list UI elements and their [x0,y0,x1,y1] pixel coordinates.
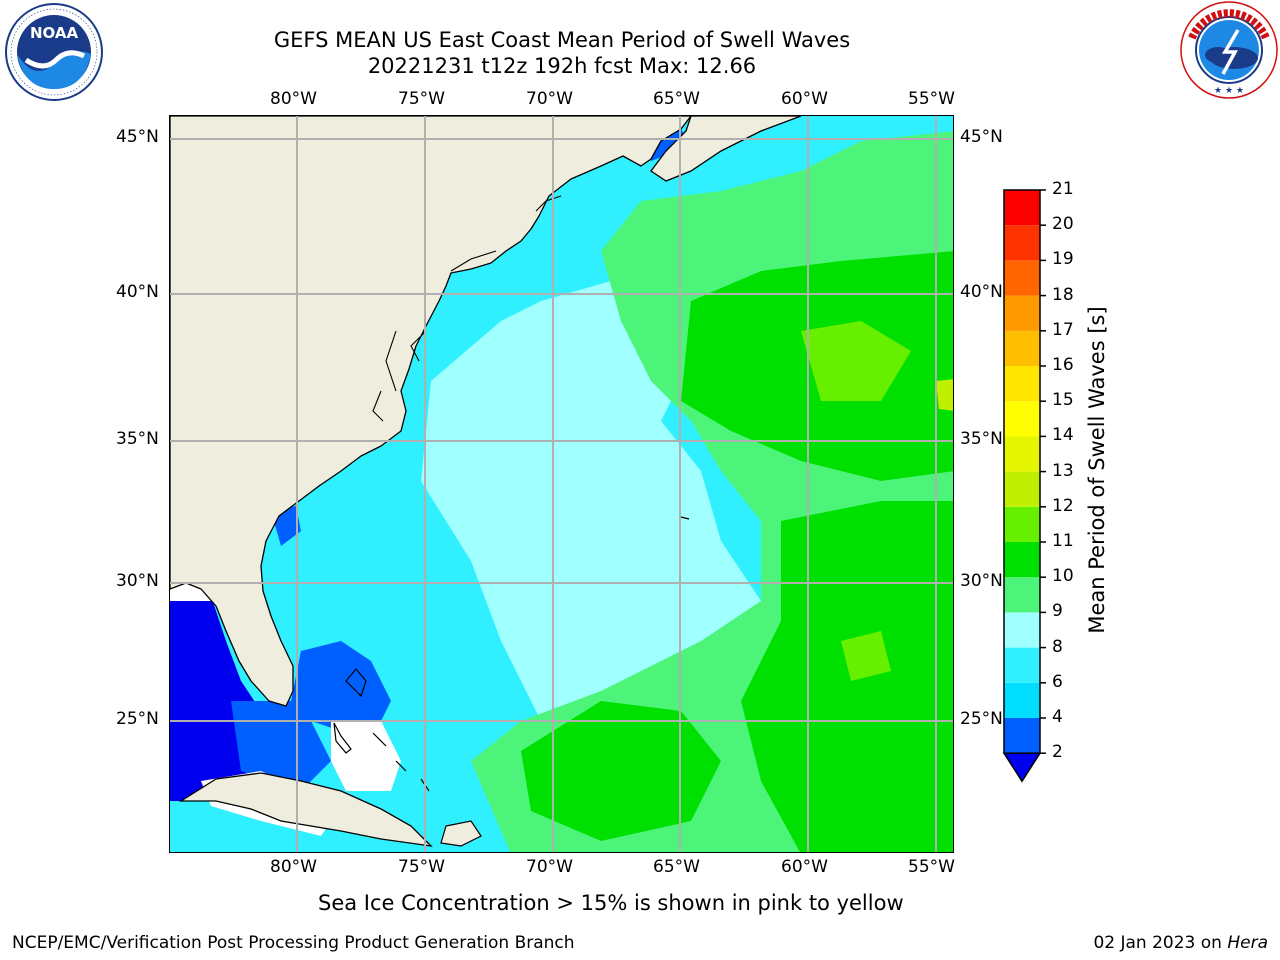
nws-logo: ★ ★ ★ [1180,1,1278,99]
colorbar-label: 9 [1052,601,1063,622]
colorbar-segment [1004,506,1040,542]
lon-tick-top: 60°W [781,89,828,109]
lat-tick-left: 35°N [116,429,159,449]
noaa-logo: NOAA [5,3,103,101]
colorbar-under-triangle [1002,752,1042,783]
colorbar-segment [1004,612,1040,648]
colorbar-segment [1004,225,1040,261]
lat-tick-right: 30°N [960,571,1003,591]
colorbar-segment [1004,260,1040,296]
colorbar-segment [1004,682,1040,718]
land-north-america [170,116,692,707]
colorbar-segment [1004,190,1040,226]
colorbar-label: 21 [1052,179,1074,199]
land-bahamas [333,668,430,792]
sea-ice-note: Sea Ice Concentration > 15% is shown in … [318,891,904,915]
lon-tick-bottom: 80°W [270,857,317,877]
chart-title: GEFS MEAN US East Coast Mean Period of S… [273,28,851,52]
footer-date-text: 02 Jan 2023 on [1093,933,1228,953]
footer-credit: NCEP/EMC/Verification Post Processing Pr… [12,933,575,953]
lat-tick-left: 30°N [116,571,159,591]
colorbar-label: 4 [1052,707,1063,727]
lat-tick-left: 25°N [116,709,159,729]
coastline-detail [372,195,562,422]
noaa-logo-text: NOAA [30,24,79,42]
colorbar-label: 18 [1052,284,1074,305]
colorbar-segment [1004,401,1040,437]
svg-text:★ ★ ★: ★ ★ ★ [1214,86,1244,96]
colorbar-label: 10 [1052,566,1074,587]
land-cuba [178,772,433,847]
field-11-12 [801,321,911,401]
colorbar-segment [1004,577,1040,613]
colorbar-label: 8 [1052,636,1063,657]
colorbar-label: 14 [1052,425,1074,446]
field-8-9 [421,281,761,731]
colorbar-label: 19 [1052,249,1074,270]
colorbar-label: 17 [1052,319,1074,340]
colorbar-label: 6 [1052,671,1063,692]
lat-tick-left: 45°N [116,127,159,147]
colorbar-label: 15 [1052,390,1074,411]
map-canvas [170,116,953,852]
no-data-area [331,721,401,791]
chart-subtitle: 20221231 t12z 192h fcst Max: 12.66 [367,54,757,78]
lon-tick-bottom: 55°W [908,857,955,877]
colorbar-label: 16 [1052,355,1074,375]
field-10-11-sw [521,701,721,841]
colorbar-segment [1004,471,1040,507]
colorbar-segment [1004,542,1040,578]
field-2-4 [231,701,331,791]
field-11-12 [841,631,891,681]
lat-tick-right: 45°N [960,127,1003,147]
footer-date: 02 Jan 2023 on Hera [1093,933,1268,953]
field-2-4 [291,641,391,731]
colorbar-label: 2 [1052,742,1063,763]
field-12-13 [936,379,953,411]
colorbar [1002,189,1046,783]
colorbar-segment [1004,647,1040,683]
lat-tick-right: 25°N [960,709,1003,729]
lon-tick-top: 70°W [526,89,573,109]
lat-tick-right: 40°N [960,282,1003,302]
footer-host: Hera [1227,933,1268,953]
graticule [170,116,953,852]
colorbar-title: Mean Period of Swell Waves [s] [1085,306,1109,634]
colorbar-segment [1004,366,1040,402]
land-bermuda [680,516,690,520]
land-maritimes [650,116,802,182]
colorbar-label: 11 [1052,531,1074,551]
lon-tick-top: 80°W [270,89,317,109]
lon-tick-bottom: 60°W [781,857,828,877]
map-panel [169,115,954,853]
colorbar-label: 12 [1052,495,1074,516]
lat-tick-left: 40°N [116,282,159,302]
lon-tick-bottom: 70°W [526,857,573,877]
lon-tick-bottom: 75°W [398,857,445,877]
lon-tick-bottom: 65°W [653,857,700,877]
colorbar-segment [1004,436,1040,472]
lat-tick-right: 35°N [960,429,1003,449]
colorbar-segment [1004,295,1040,331]
lon-tick-top: 75°W [398,89,445,109]
colorbar-label: 20 [1052,214,1074,235]
colorbar-segment [1004,718,1040,754]
land-hispaniola [440,820,482,847]
lon-tick-top: 55°W [908,89,955,109]
colorbar-label: 13 [1052,460,1074,481]
colorbar-segment [1004,330,1040,366]
field-10-11-south [741,501,953,852]
lon-tick-top: 65°W [653,89,700,109]
